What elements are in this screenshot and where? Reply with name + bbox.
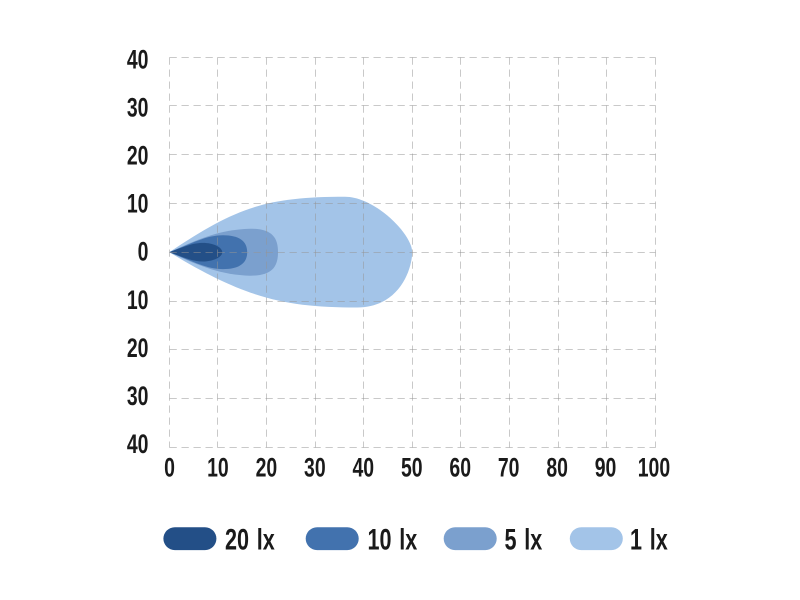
svg-text:80: 80 <box>546 452 568 482</box>
svg-text:1 lx: 1 lx <box>630 522 668 556</box>
svg-text:10: 10 <box>127 188 149 218</box>
svg-text:10: 10 <box>207 452 229 482</box>
svg-text:20: 20 <box>127 333 149 363</box>
svg-text:40: 40 <box>352 452 374 482</box>
svg-text:40: 40 <box>127 429 149 459</box>
svg-text:90: 90 <box>595 452 617 482</box>
svg-text:40: 40 <box>127 44 149 74</box>
svg-text:0: 0 <box>138 237 149 267</box>
svg-text:30: 30 <box>127 381 149 411</box>
svg-text:20: 20 <box>127 140 149 170</box>
svg-text:100: 100 <box>638 452 670 482</box>
svg-text:60: 60 <box>449 452 471 482</box>
svg-text:70: 70 <box>498 452 520 482</box>
svg-text:0: 0 <box>164 452 175 482</box>
svg-text:50: 50 <box>401 452 423 482</box>
svg-text:30: 30 <box>304 452 326 482</box>
svg-text:10 lx: 10 lx <box>367 522 417 556</box>
svg-text:30: 30 <box>127 92 149 122</box>
svg-text:20 lx: 20 lx <box>225 522 275 556</box>
svg-text:5 lx: 5 lx <box>505 522 543 556</box>
svg-text:10: 10 <box>127 285 149 315</box>
svg-text:20: 20 <box>256 452 278 482</box>
